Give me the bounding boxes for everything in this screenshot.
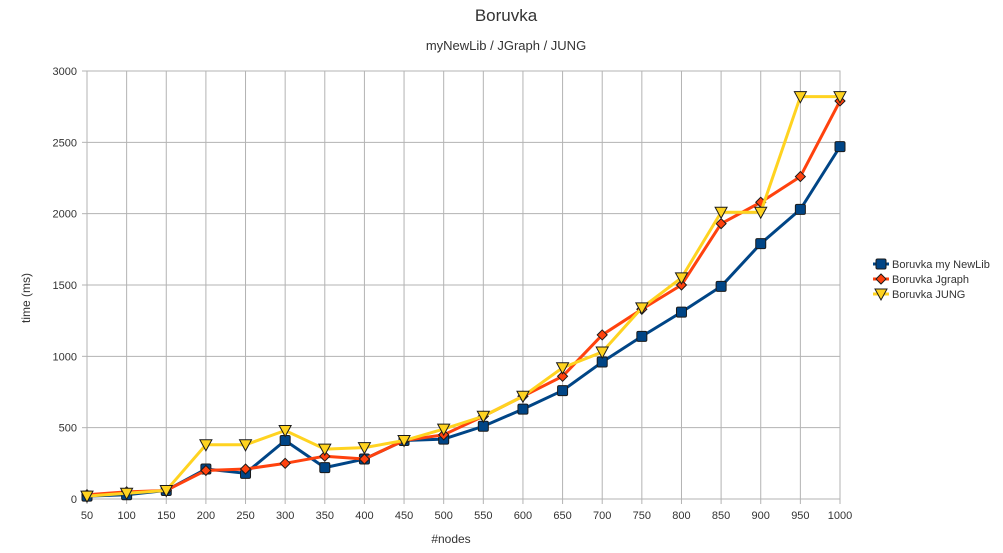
data-point bbox=[555, 362, 570, 375]
data-point bbox=[397, 435, 411, 448]
y-tick-label: 2000 bbox=[53, 209, 77, 221]
data-point bbox=[200, 464, 212, 477]
y-tick-label: 1000 bbox=[53, 351, 77, 363]
x-tick-label: 250 bbox=[236, 510, 254, 522]
series-line bbox=[86, 95, 840, 498]
data-point bbox=[556, 370, 569, 383]
data-point bbox=[755, 238, 767, 250]
data-point bbox=[557, 385, 569, 397]
x-tick-label: 600 bbox=[514, 510, 532, 522]
x-tick-label: 850 bbox=[712, 510, 730, 522]
legend-label: Boruvka my NewLib bbox=[892, 259, 990, 271]
legend: Boruvka my NewLib Boruvka Jgraph Boruvka J… bbox=[873, 258, 990, 302]
data-point bbox=[715, 217, 727, 230]
data-point bbox=[357, 442, 372, 455]
data-point bbox=[714, 206, 728, 220]
data-point bbox=[358, 453, 371, 465]
data-point bbox=[833, 91, 847, 104]
data-point bbox=[319, 450, 331, 462]
legend-label: Boruvka Jgraph bbox=[892, 274, 969, 286]
x-tick-label: 1000 bbox=[828, 510, 852, 522]
legend-item: Boruvka my NewLib bbox=[873, 258, 990, 271]
series-1 bbox=[81, 141, 846, 502]
y-tick-label: 0 bbox=[71, 494, 77, 506]
x-axis-ticks: 50 100 150 200 250 300 350 400 450 500 550 600 650 70… bbox=[81, 499, 852, 522]
data-point bbox=[517, 403, 529, 415]
x-tick-label: 550 bbox=[474, 510, 492, 522]
x-tick-label: 300 bbox=[276, 510, 294, 522]
series-2 bbox=[81, 95, 846, 501]
grid bbox=[86, 70, 841, 500]
data-point bbox=[159, 484, 174, 498]
data-point bbox=[753, 206, 768, 220]
data-point bbox=[793, 91, 808, 104]
data-point bbox=[674, 272, 689, 285]
chart-title: Boruvka bbox=[475, 6, 538, 25]
x-tick-label: 100 bbox=[117, 510, 135, 522]
data-point bbox=[279, 457, 291, 470]
x-tick-label: 150 bbox=[157, 510, 175, 522]
x-tick-label: 400 bbox=[355, 510, 373, 522]
data-point bbox=[834, 141, 846, 153]
series-layer bbox=[80, 91, 847, 504]
data-point bbox=[119, 487, 134, 501]
data-point bbox=[199, 439, 213, 452]
x-tick-label: 950 bbox=[791, 510, 809, 522]
data-point bbox=[238, 439, 253, 452]
data-point bbox=[634, 302, 649, 315]
data-point bbox=[675, 306, 687, 318]
x-tick-label: 500 bbox=[435, 510, 453, 522]
y-tick-label: 2500 bbox=[53, 137, 77, 149]
y-axis-ticks: 0 500 1000 1500 2000 2500 3000 bbox=[53, 66, 87, 506]
data-point bbox=[794, 170, 807, 183]
legend-item: Boruvka Jgraph bbox=[873, 273, 969, 286]
x-tick-label: 900 bbox=[752, 510, 770, 522]
series-3 bbox=[80, 91, 847, 504]
x-tick-label: 200 bbox=[197, 510, 215, 522]
legend-label: Boruvka JUNG bbox=[892, 289, 965, 301]
legend-marker bbox=[875, 273, 887, 285]
x-tick-label: 650 bbox=[553, 510, 571, 522]
data-point bbox=[596, 329, 608, 341]
y-tick-label: 500 bbox=[59, 423, 77, 435]
data-point bbox=[794, 203, 806, 215]
x-tick-label: 750 bbox=[633, 510, 651, 522]
y-tick-label: 1500 bbox=[53, 280, 77, 292]
data-point bbox=[436, 423, 451, 437]
y-tick-label: 3000 bbox=[53, 66, 77, 78]
series-line bbox=[86, 100, 842, 497]
legend-item: Boruvka JUNG bbox=[873, 288, 965, 302]
data-point bbox=[278, 425, 293, 438]
series-line bbox=[86, 145, 842, 498]
data-point bbox=[516, 390, 530, 404]
x-tick-label: 350 bbox=[316, 510, 334, 522]
data-point bbox=[476, 410, 491, 424]
data-point bbox=[595, 346, 610, 360]
legend-marker bbox=[874, 288, 888, 302]
data-point bbox=[715, 280, 727, 292]
data-point bbox=[239, 463, 252, 475]
x-tick-label: 50 bbox=[81, 510, 93, 522]
data-point bbox=[675, 279, 688, 291]
x-tick-label: 450 bbox=[395, 510, 413, 522]
data-point bbox=[317, 443, 332, 457]
x-axis-label: #nodes bbox=[431, 532, 470, 546]
y-axis-label: time (ms) bbox=[19, 273, 33, 323]
data-point bbox=[636, 330, 648, 342]
x-tick-label: 700 bbox=[593, 510, 611, 522]
data-point bbox=[80, 490, 94, 504]
data-point bbox=[319, 462, 331, 474]
legend-marker bbox=[875, 258, 887, 270]
x-tick-label: 800 bbox=[672, 510, 690, 522]
chart-subtitle: myNewLib / JGraph / JUNG bbox=[426, 38, 586, 53]
